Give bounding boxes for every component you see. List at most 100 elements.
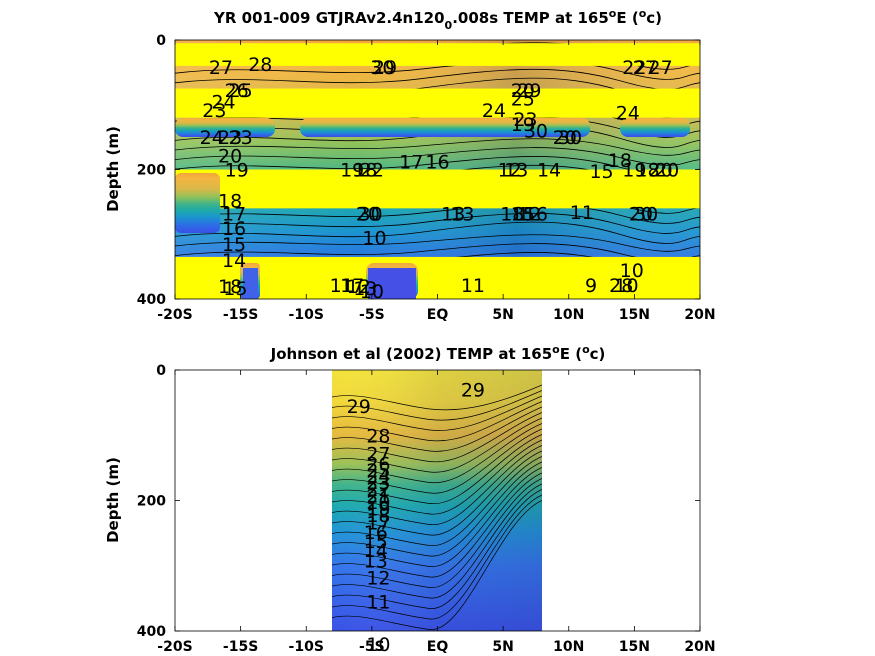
- top-chart: YR 001-009 GTJRAv2.4n1200.008s TEMP at 1…: [104, 7, 716, 323]
- top-mask-opening: [175, 173, 220, 233]
- top-mask-band: [175, 169, 700, 209]
- top-contour-label: 17: [340, 275, 364, 297]
- top-contour-label: 11: [461, 275, 485, 297]
- top-contour-label: 13: [441, 204, 465, 226]
- top-contour-label: 13: [353, 278, 377, 300]
- top-contour-label: 19: [225, 160, 249, 182]
- top-contour-label: 23: [218, 127, 242, 149]
- bottom-isotherm: [332, 478, 542, 588]
- bottom-isotherm: [332, 428, 542, 494]
- bottom-isotherm: [332, 406, 542, 452]
- top-x-tick-label: 10N: [553, 307, 584, 323]
- bot-contour-label: 27: [366, 444, 390, 466]
- top-contour-label: 20: [649, 160, 673, 182]
- top-contour-label: 20: [218, 145, 242, 167]
- top-contour-label: 24: [482, 100, 506, 122]
- bot-contour-label: 17: [366, 513, 390, 535]
- top-contour-label: 30: [634, 204, 658, 226]
- top-contour-label: 30: [524, 121, 548, 143]
- top-contour-label: 11: [330, 275, 354, 297]
- bot-contour-label: 23: [366, 472, 390, 494]
- top-x-tick-label: -20S: [157, 307, 192, 323]
- top-x-axis: -20S -15S -10S -5S EQ 5N 10N 15N 20N: [157, 40, 716, 323]
- bottom-isotherm: [332, 450, 542, 536]
- bot-y-tick-label: 0: [156, 363, 166, 379]
- bot-contour-label: 14: [364, 540, 388, 562]
- top-contour-label: 12: [498, 160, 522, 182]
- top-contour-label: 27: [209, 57, 233, 79]
- top-isotherm: [175, 234, 700, 252]
- bottom-isotherm: [332, 423, 542, 483]
- top-contour-label: 26: [225, 80, 249, 102]
- top-x-tick-label: -5S: [359, 307, 385, 323]
- top-contour-label: 12: [517, 204, 541, 226]
- top-contour-label: 16: [524, 204, 548, 226]
- top-x-tick-label: -10S: [289, 307, 324, 323]
- top-contour-label: 20: [629, 204, 653, 226]
- top-missing-data-mask: [175, 43, 700, 299]
- bottom-chart-title: Johnson et al (2002) TEMP at 165oE (oc): [270, 343, 606, 363]
- top-x-tick-label: 15N: [619, 307, 650, 323]
- bot-x-tick-label: 5N: [492, 639, 513, 655]
- bottom-contour-lines: [332, 384, 542, 630]
- top-contour-label: 30: [370, 57, 394, 79]
- top-contour-label: 24: [200, 127, 224, 149]
- top-contour-label: 28: [248, 54, 272, 76]
- top-contour-label: 28: [609, 275, 633, 297]
- bottom-isotherm: [332, 412, 542, 463]
- bottom-isotherm: [332, 417, 542, 473]
- bot-x-tick-label: EQ: [427, 639, 449, 655]
- bot-y-tick-label: 200: [137, 494, 166, 510]
- bot-contour-label: 12: [366, 567, 390, 589]
- top-contour-label: 19: [511, 114, 535, 136]
- bot-x-tick-label: -5S: [359, 639, 385, 655]
- bot-x-tick-label: -15S: [223, 639, 258, 655]
- top-contour-label: 13: [450, 204, 474, 226]
- bot-contour-label: 20: [366, 492, 390, 514]
- bot-contour-label: 26: [366, 453, 390, 475]
- bot-contour-label: 16: [364, 522, 388, 544]
- top-heatmap-field: [175, 40, 700, 299]
- top-contour-label: 23: [229, 127, 253, 149]
- top-y-axis: 0 200 400: [137, 33, 700, 308]
- top-contour-label: 14: [537, 160, 561, 182]
- bot-contour-label: 29: [461, 380, 485, 402]
- bot-contour-label: 15: [364, 531, 388, 553]
- top-contour-label: 17: [399, 152, 423, 174]
- top-x-tick-label: -15S: [223, 307, 258, 323]
- top-contour-label: 16: [222, 218, 246, 240]
- top-x-tick-label: EQ: [427, 307, 449, 323]
- top-contour-label: 19: [622, 160, 646, 182]
- bot-x-tick-label: -10S: [289, 639, 324, 655]
- top-mask-opening: [175, 118, 275, 137]
- bot-x-tick-label: 15N: [619, 639, 650, 655]
- bot-contour-label: 13: [364, 551, 388, 573]
- bottom-isotherm: [332, 467, 542, 567]
- bottom-isotherm: [332, 483, 542, 599]
- top-contour-label: 23: [202, 100, 226, 122]
- bot-contour-label: 29: [347, 396, 371, 418]
- bottom-chart: Johnson et al (2002) TEMP at 165oE (oc) …: [104, 343, 716, 656]
- bot-x-tick-label: -20S: [157, 639, 192, 655]
- top-isotherm: [175, 147, 700, 166]
- top-y-tick-label: 200: [137, 163, 166, 179]
- top-contour-label: 25: [229, 80, 253, 102]
- bottom-isotherm: [332, 439, 542, 515]
- top-mask-band: [175, 88, 700, 118]
- bottom-isotherm: [332, 472, 542, 578]
- bot-contour-label: 10: [366, 634, 390, 656]
- bottom-isotherm: [332, 401, 542, 442]
- top-mask-openings: [175, 118, 690, 299]
- top-contour-label: 27: [633, 57, 657, 79]
- bottom-isotherm: [332, 434, 542, 504]
- top-isotherm: [175, 212, 700, 234]
- top-contour-label: 18: [218, 276, 242, 298]
- bottom-isotherm: [332, 390, 542, 421]
- top-contour-label: 24: [211, 92, 235, 114]
- top-mask-opening: [300, 118, 590, 137]
- top-contour-label: 15: [223, 278, 247, 300]
- top-mask-band: [175, 256, 700, 299]
- bot-contour-label: 25: [366, 460, 390, 482]
